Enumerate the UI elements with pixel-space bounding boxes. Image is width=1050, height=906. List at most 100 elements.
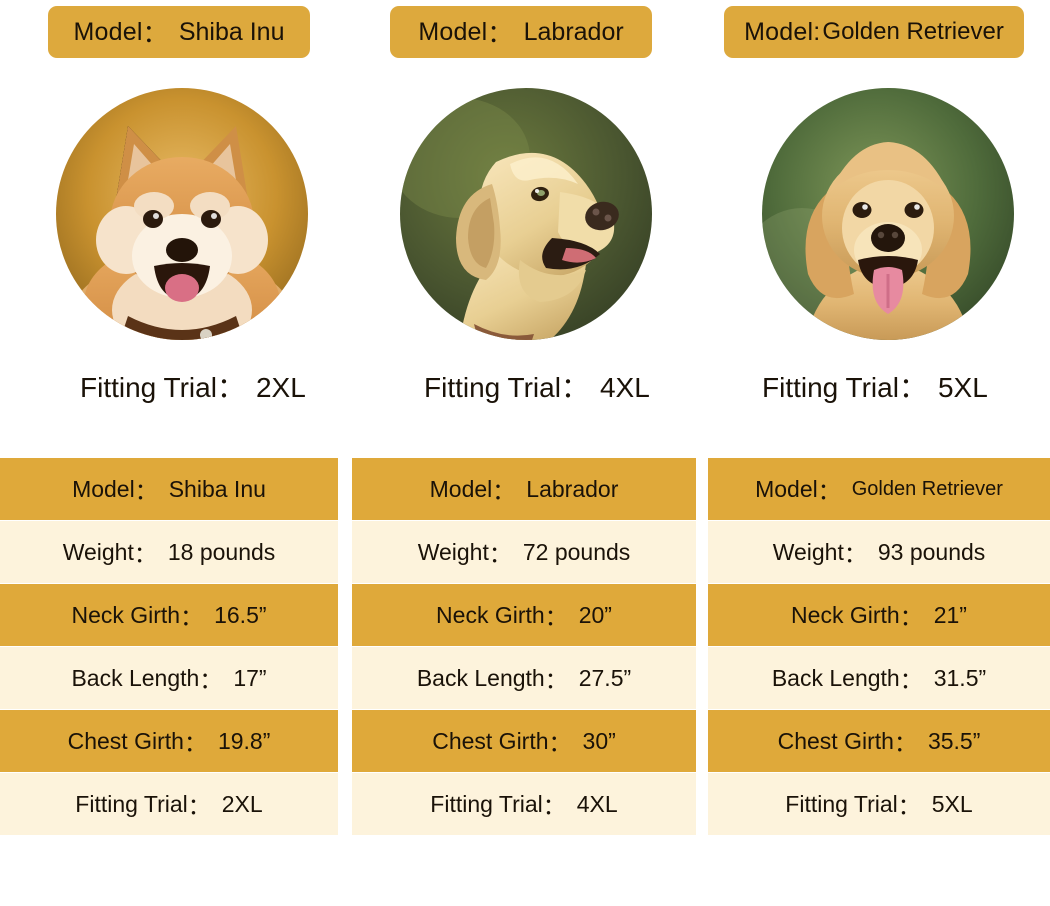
spec-table-labrador: Model： Labrador Weight： 72 pounds Neck Gir… — [352, 458, 696, 836]
dog-photo-golden-retriever — [762, 88, 1014, 340]
table-row: Weight： 72 pounds — [352, 521, 696, 583]
dog-photo-labrador — [400, 88, 652, 340]
spec-label: Model — [429, 475, 493, 502]
spec-separator: ： — [899, 604, 923, 630]
table-row: Fitting Trial： 5XL — [708, 773, 1050, 835]
spec-value: 16.5” — [214, 601, 267, 628]
spec-value: 4XL — [576, 790, 618, 817]
spec-separator: ： — [492, 478, 516, 504]
table-row: Neck Girth： 20” — [352, 584, 696, 646]
spec-table-golden-retriever: Model： Golden Retriever Weight： 93 pounds … — [708, 458, 1050, 836]
table-row: Fitting Trial： 2XL — [0, 773, 338, 835]
spec-separator: ： — [544, 667, 568, 693]
model-header-pill-labrador: Model： Labrador — [390, 6, 652, 58]
spec-separator: ： — [187, 793, 211, 819]
spec-value: Shiba Inu — [168, 475, 266, 502]
spec-value: Labrador — [526, 475, 619, 502]
table-row: Chest Girth： 19.8” — [0, 710, 338, 772]
fitting-trial-value: 2XL — [255, 372, 306, 403]
spec-value: Golden Retriever — [851, 477, 1003, 500]
spec-separator: ： — [544, 604, 568, 630]
fitting-trial-value: 5XL — [937, 372, 988, 403]
fitting-trial-caption-row: Fitting Trial： 2XL Fitting Trial： 4XL Fitt… — [0, 366, 1050, 414]
spec-label: Weight — [772, 538, 844, 565]
spec-value: 20” — [578, 601, 612, 628]
spec-separator: ： — [843, 541, 867, 567]
table-row: Chest Girth： 35.5” — [708, 710, 1050, 772]
dog-photo-shiba-inu — [56, 88, 308, 340]
fitting-trial-separator: ： — [560, 372, 589, 403]
table-row: Back Length： 31.5” — [708, 647, 1050, 709]
spec-separator: ： — [542, 793, 566, 819]
spec-label: Chest Girth — [67, 727, 184, 754]
fitting-trial-caption-labrador: Fitting Trial： 4XL — [424, 366, 650, 406]
model-header-label: Model — [418, 17, 488, 46]
table-row: Back Length： 17” — [0, 647, 338, 709]
spec-value: 18 pounds — [167, 538, 276, 565]
spec-label: Back Length — [416, 664, 545, 691]
fitting-trial-label: Fitting Trial — [424, 372, 561, 403]
table-row: Fitting Trial： 4XL — [352, 773, 696, 835]
model-header-label: Model — [73, 17, 143, 46]
spec-value: 2XL — [221, 790, 263, 817]
spec-separator: ： — [897, 793, 921, 819]
spec-table-row: Model： Shiba Inu Weight： 18 pounds Neck Gi… — [0, 458, 1050, 894]
spec-label: Fitting Trial — [785, 790, 898, 817]
spec-label: Back Length — [71, 664, 200, 691]
table-row: Model： Labrador — [352, 458, 696, 520]
spec-separator: ： — [488, 541, 512, 567]
spec-separator: ： — [199, 667, 223, 693]
model-header-label: Model — [744, 17, 814, 46]
spec-value: 72 pounds — [522, 538, 631, 565]
spec-label: Fitting Trial — [430, 790, 543, 817]
dog-photo-row — [0, 88, 1050, 346]
spec-separator: ： — [134, 478, 158, 504]
model-header-value: Labrador — [523, 17, 624, 46]
model-header-separator: ： — [487, 20, 513, 48]
spec-value: 27.5” — [578, 664, 632, 691]
fitting-trial-caption-golden-retriever: Fitting Trial： 5XL — [762, 366, 988, 406]
model-header-separator: : — [813, 17, 821, 46]
spec-value: 30” — [582, 727, 616, 754]
table-row: Neck Girth： 21” — [708, 584, 1050, 646]
spec-value: 21” — [933, 601, 967, 628]
fitting-trial-label: Fitting Trial — [762, 372, 899, 403]
spec-value: 5XL — [931, 790, 973, 817]
fitting-trial-separator: ： — [216, 372, 245, 403]
spec-separator: ： — [183, 730, 207, 756]
spec-separator: ： — [817, 478, 841, 504]
table-row: Model： Shiba Inu — [0, 458, 338, 520]
spec-separator: ： — [133, 541, 157, 567]
model-header-pill-shiba-inu: Model： Shiba Inu — [48, 6, 310, 58]
spec-separator: ： — [548, 730, 572, 756]
spec-table-shiba-inu: Model： Shiba Inu Weight： 18 pounds Neck Gi… — [0, 458, 338, 836]
spec-value: 35.5” — [927, 727, 981, 754]
table-row: Chest Girth： 30” — [352, 710, 696, 772]
spec-label: Neck Girth — [436, 601, 545, 628]
fitting-trial-caption-shiba-inu: Fitting Trial： 2XL — [80, 366, 306, 406]
spec-separator: ： — [180, 604, 204, 630]
model-header-separator: ： — [142, 20, 168, 48]
spec-separator: ： — [899, 667, 923, 693]
spec-label: Model — [755, 475, 818, 502]
table-row: Neck Girth： 16.5” — [0, 584, 338, 646]
model-header-value: Golden Retriever — [822, 18, 1004, 45]
spec-label: Weight — [417, 538, 489, 565]
model-header-value: Shiba Inu — [178, 17, 285, 46]
spec-label: Chest Girth — [432, 727, 549, 754]
spec-value: 93 pounds — [877, 538, 986, 565]
model-header-pill-golden-retriever: Model: Golden Retriever — [724, 6, 1024, 58]
fitting-trial-label: Fitting Trial — [80, 372, 217, 403]
table-row: Weight： 18 pounds — [0, 521, 338, 583]
spec-label: Neck Girth — [791, 601, 900, 628]
fitting-trial-value: 4XL — [599, 372, 650, 403]
spec-label: Model — [72, 475, 135, 502]
table-row: Weight： 93 pounds — [708, 521, 1050, 583]
table-row: Back Length： 27.5” — [352, 647, 696, 709]
fitting-trial-separator: ： — [898, 372, 927, 403]
spec-label: Back Length — [771, 664, 900, 691]
model-header-row: Model： Shiba Inu Model： Labrador Model: Gol… — [0, 0, 1050, 66]
spec-label: Weight — [62, 538, 134, 565]
spec-separator: ： — [893, 730, 917, 756]
spec-label: Neck Girth — [71, 601, 181, 628]
